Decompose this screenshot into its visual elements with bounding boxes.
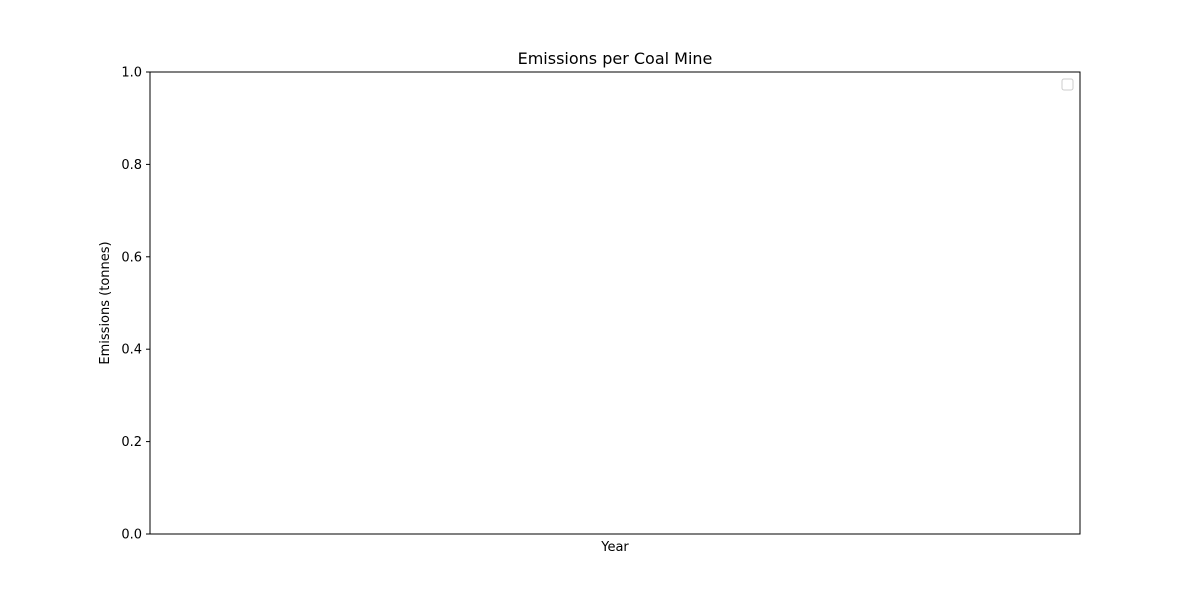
chart-title: Emissions per Coal Mine bbox=[518, 49, 713, 68]
x-axis-label: Year bbox=[600, 540, 629, 555]
legend-box bbox=[1061, 78, 1074, 91]
y-tick-label: 0.8 bbox=[121, 158, 142, 173]
y-tick-label: 0.6 bbox=[121, 250, 142, 265]
y-tick-label: 0.2 bbox=[121, 435, 142, 450]
y-axis-ticks: 0.0 0.2 0.4 0.6 0.8 1.0 bbox=[121, 66, 150, 543]
y-axis-label: Emissions (tonnes) bbox=[98, 241, 113, 364]
plot-area bbox=[150, 72, 1080, 534]
legend bbox=[1061, 78, 1074, 91]
y-tick-label: 0.0 bbox=[121, 528, 142, 543]
axes-frame bbox=[149, 71, 1081, 535]
y-tick-label: 0.4 bbox=[121, 343, 142, 358]
y-tick-label: 1.0 bbox=[121, 66, 142, 81]
